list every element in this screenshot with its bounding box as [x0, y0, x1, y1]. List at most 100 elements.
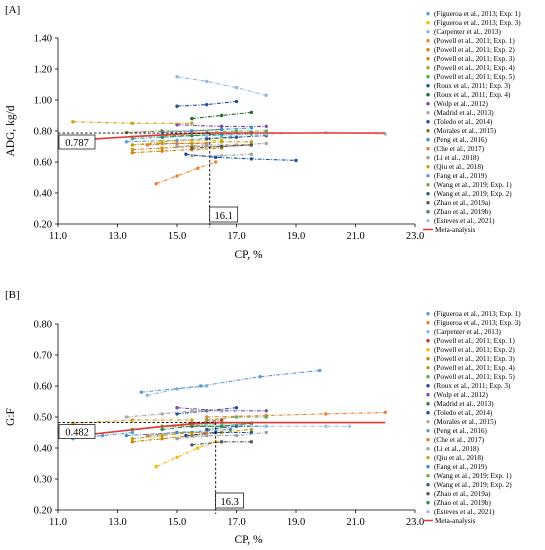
data-point — [199, 384, 203, 388]
series-line — [176, 431, 267, 440]
x-tick-label: 21.0 — [346, 231, 364, 242]
x-tick-label: 13.0 — [108, 517, 126, 528]
series-line — [206, 411, 386, 418]
y-axis-title: ADG, kg/d — [5, 105, 17, 156]
y-tick-label: 0.20 — [34, 506, 52, 517]
legend: (Figueroa et al., 2013; Exp. 1)(Figueroa… — [423, 10, 521, 234]
data-point — [228, 427, 233, 432]
x-tick-label: 19.0 — [287, 231, 305, 242]
data-point — [190, 443, 194, 447]
series-17 — [71, 120, 194, 125]
data-point — [249, 430, 254, 435]
legend-entry: (Figueroa et al., 2013; Exp. 1) — [434, 10, 521, 18]
x-tick-label: 17.0 — [227, 517, 245, 528]
legend-marker — [426, 12, 430, 16]
data-point — [71, 120, 75, 124]
legend-entry: (Powell et al., 2011; Exp. 3) — [434, 55, 515, 63]
legend-marker — [426, 39, 430, 43]
legend-marker — [426, 75, 430, 79]
data-point — [190, 146, 194, 150]
series-line — [141, 369, 320, 393]
series-4 — [130, 146, 224, 155]
series-4 — [154, 440, 218, 469]
legend-entry: (Powell et al., 2011; Exp. 5) — [434, 73, 515, 81]
y-tick-label: 0.20 — [34, 220, 52, 231]
legend-entry: (Wolp et al., 2012) — [434, 391, 489, 399]
data-point — [175, 123, 179, 127]
legend-entry: (Figueroa et al., 2013; Exp. 3) — [434, 319, 521, 327]
legend-marker — [426, 438, 430, 442]
data-point — [124, 130, 129, 135]
data-point — [249, 126, 254, 130]
data-point — [249, 152, 254, 156]
chart-panel-b: [B] 0.20 0.30 0.40 0.50 0.60 0.70 0.80 11.0 13.0 1… — [5, 289, 521, 546]
legend-entry: (Li et al., 2018) — [434, 154, 480, 162]
data-point — [264, 129, 268, 133]
data-point — [324, 412, 328, 416]
series-10 — [175, 123, 268, 129]
series-line — [132, 147, 222, 154]
data-point — [160, 135, 164, 139]
legend-entry: (Wolp et al., 2012) — [434, 100, 489, 108]
legend-entry: (Roux et al., 2011; Exp. 3) — [434, 382, 511, 390]
data-point — [160, 412, 164, 416]
legend-marker — [426, 393, 430, 397]
data-point — [205, 433, 209, 438]
data-point — [205, 415, 209, 419]
data-point — [249, 110, 254, 115]
chart-panel-a: [A] 0.20 0.40 0.60 0.80 1.00 1.20 1.40 11.0 13.0 1… — [5, 4, 521, 261]
legend-entry: (Wang et al., 2019; Exp. 1) — [434, 472, 512, 480]
legend-marker — [426, 129, 430, 133]
legend: (Figueroa et al., 2013; Exp. 1)(Figueroa… — [423, 310, 521, 525]
data-point — [130, 147, 135, 152]
data-point — [249, 143, 254, 147]
series-9 — [190, 110, 254, 121]
data-point — [190, 424, 194, 428]
data-point — [219, 140, 224, 144]
legend-marker — [426, 120, 430, 124]
legend-entry: (Carpenter et al., 2013) — [434, 328, 501, 336]
legend-marker — [426, 492, 430, 496]
legend-entry: (Zhao et al., 2019a) — [434, 199, 491, 207]
data-point — [160, 427, 164, 432]
data-point — [130, 437, 135, 441]
meta-analysis-line — [72, 421, 386, 438]
data-point — [190, 133, 194, 138]
data-point — [234, 129, 239, 133]
legend-entry: (Powell et al., 2011; Exp. 2) — [434, 46, 515, 54]
x-tick-label: 23.0 — [406, 517, 424, 528]
legend-marker — [426, 183, 430, 187]
legend-entry: (Figueroa et al., 2013; Exp. 3) — [434, 19, 521, 27]
data-point — [264, 409, 268, 413]
data-point — [160, 433, 164, 438]
legend-marker — [426, 21, 430, 25]
series-13 — [139, 368, 322, 394]
legend-entry: (Powell et al., 2011; Exp. 1) — [434, 37, 515, 45]
data-point — [145, 393, 149, 397]
data-point — [196, 446, 200, 450]
legend-marker — [426, 57, 430, 61]
data-point — [264, 93, 268, 98]
legend-entry: (Zhao et al., 2019b) — [434, 208, 491, 216]
legend-entry: (Zhao et al., 2019b) — [434, 499, 491, 507]
x-tick-label: 13.0 — [108, 231, 126, 242]
y-axis-title: G:F — [5, 408, 17, 426]
data-point — [175, 174, 179, 178]
legend-marker — [426, 456, 430, 460]
y-tick-label: 0.70 — [34, 351, 52, 362]
legend-entry: (Powell et al., 2011; Exp. 4) — [434, 364, 515, 372]
data-point — [249, 140, 254, 144]
data-point — [219, 144, 224, 149]
data-point — [249, 157, 254, 161]
data-point — [190, 129, 194, 133]
series-line — [155, 441, 216, 468]
data-point — [234, 424, 239, 428]
legend-marker — [426, 465, 430, 469]
breakpoint-y-box — [58, 424, 96, 439]
data-point — [130, 430, 135, 435]
series-15 — [175, 430, 268, 441]
x-axis-title: CP, % — [234, 249, 263, 261]
legend-marker — [426, 66, 430, 70]
series-18 — [205, 415, 268, 422]
series-line — [126, 128, 222, 134]
